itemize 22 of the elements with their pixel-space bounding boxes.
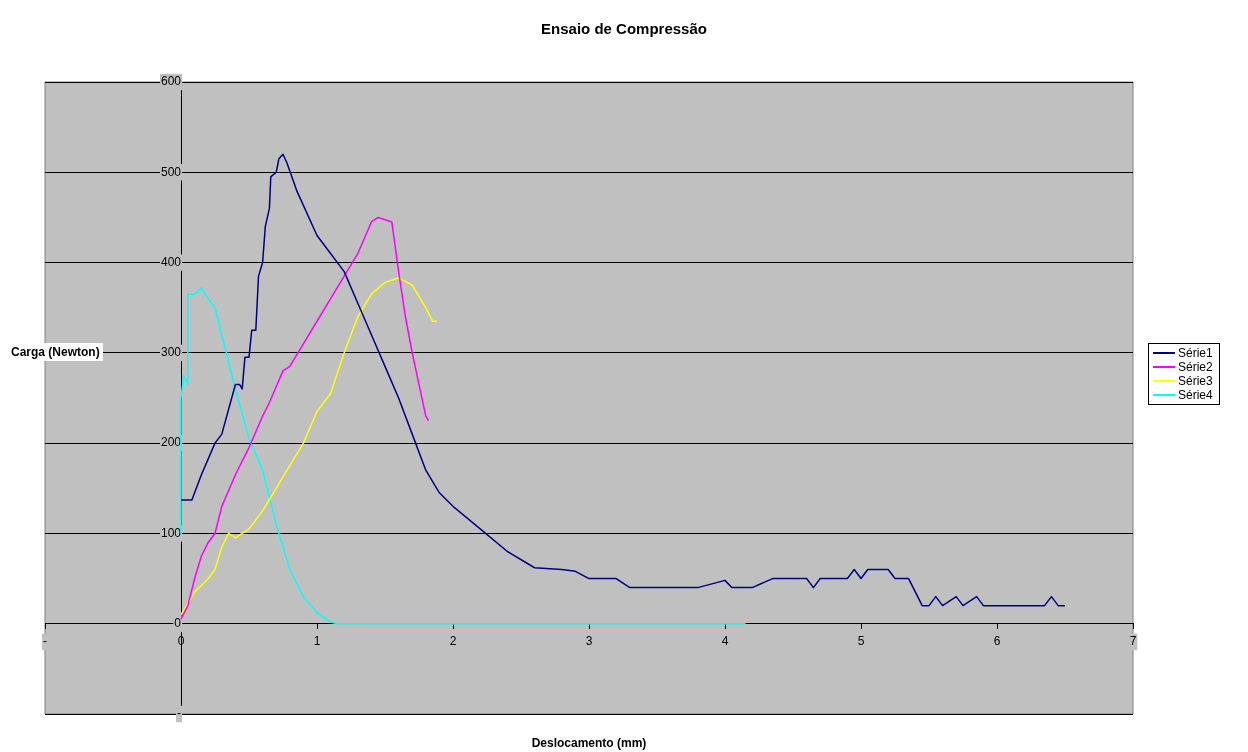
x-tick-label: 5 xyxy=(857,634,865,649)
y-tick-label: 600 xyxy=(160,74,182,89)
x-tick-label: 3 xyxy=(585,634,593,649)
y-tick-label: 400 xyxy=(160,254,182,269)
x-tick-label: 1 xyxy=(313,634,321,649)
y-tick-label: - xyxy=(177,706,181,721)
x-axis-title: Deslocamento (mm) xyxy=(530,736,648,750)
y-tick-label: 300 xyxy=(160,345,182,360)
legend-label: Série3 xyxy=(1177,374,1213,388)
y-tick-label: 100 xyxy=(160,525,182,540)
x-tick-label: 7 xyxy=(1129,634,1137,649)
legend-label: Série1 xyxy=(1177,346,1213,360)
x-tick-label: 4 xyxy=(721,634,729,649)
y-tick-label: 0 xyxy=(174,616,182,631)
chart-title: Ensaio de Compressão xyxy=(540,20,708,37)
x-tick-label: - xyxy=(43,634,47,649)
y-tick-label: 500 xyxy=(160,164,182,179)
y-axis-title: Carga (Newton) xyxy=(8,343,103,361)
legend-label: Série4 xyxy=(1177,388,1213,402)
x-tick-label: 6 xyxy=(993,634,1001,649)
legend-label: Série2 xyxy=(1177,360,1213,374)
x-tick-label: 2 xyxy=(449,634,457,649)
